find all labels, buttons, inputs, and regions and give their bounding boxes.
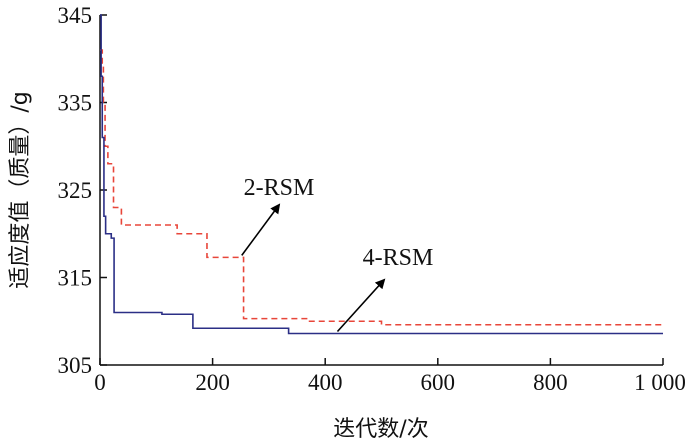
x-tick-label: 0 xyxy=(94,370,106,395)
annotations-group: 2-RSM 4-RSM xyxy=(241,175,434,333)
x-tick-label: 1 000 xyxy=(634,370,686,395)
y-tick-label: 345 xyxy=(58,3,93,28)
y-tick-label: 305 xyxy=(58,353,93,378)
annotation-arrow xyxy=(241,203,281,256)
y-axis-title: 适应度值（质量）/g xyxy=(8,91,33,288)
ticks-group: 0 200 400 600 800 1 000 305 315 325 335 345 xyxy=(58,3,686,395)
y-tick-label: 335 xyxy=(58,91,93,116)
x-axis-title: 迭代数/次 xyxy=(333,417,428,442)
x-tick-label: 600 xyxy=(421,370,456,395)
series-line-4-rsm xyxy=(100,14,663,335)
x-tick-label: 200 xyxy=(195,370,230,395)
series-group xyxy=(100,14,663,335)
annotation-label: 4-RSM xyxy=(363,245,434,271)
annotation-arrow xyxy=(336,278,386,333)
x-tick-label: 800 xyxy=(533,370,568,395)
y-tick-label: 325 xyxy=(58,178,93,203)
series-line-2-rsm xyxy=(100,49,663,326)
annotation-label: 2-RSM xyxy=(244,175,315,201)
y-tick-label: 315 xyxy=(58,266,93,291)
x-tick-label: 400 xyxy=(308,370,343,395)
